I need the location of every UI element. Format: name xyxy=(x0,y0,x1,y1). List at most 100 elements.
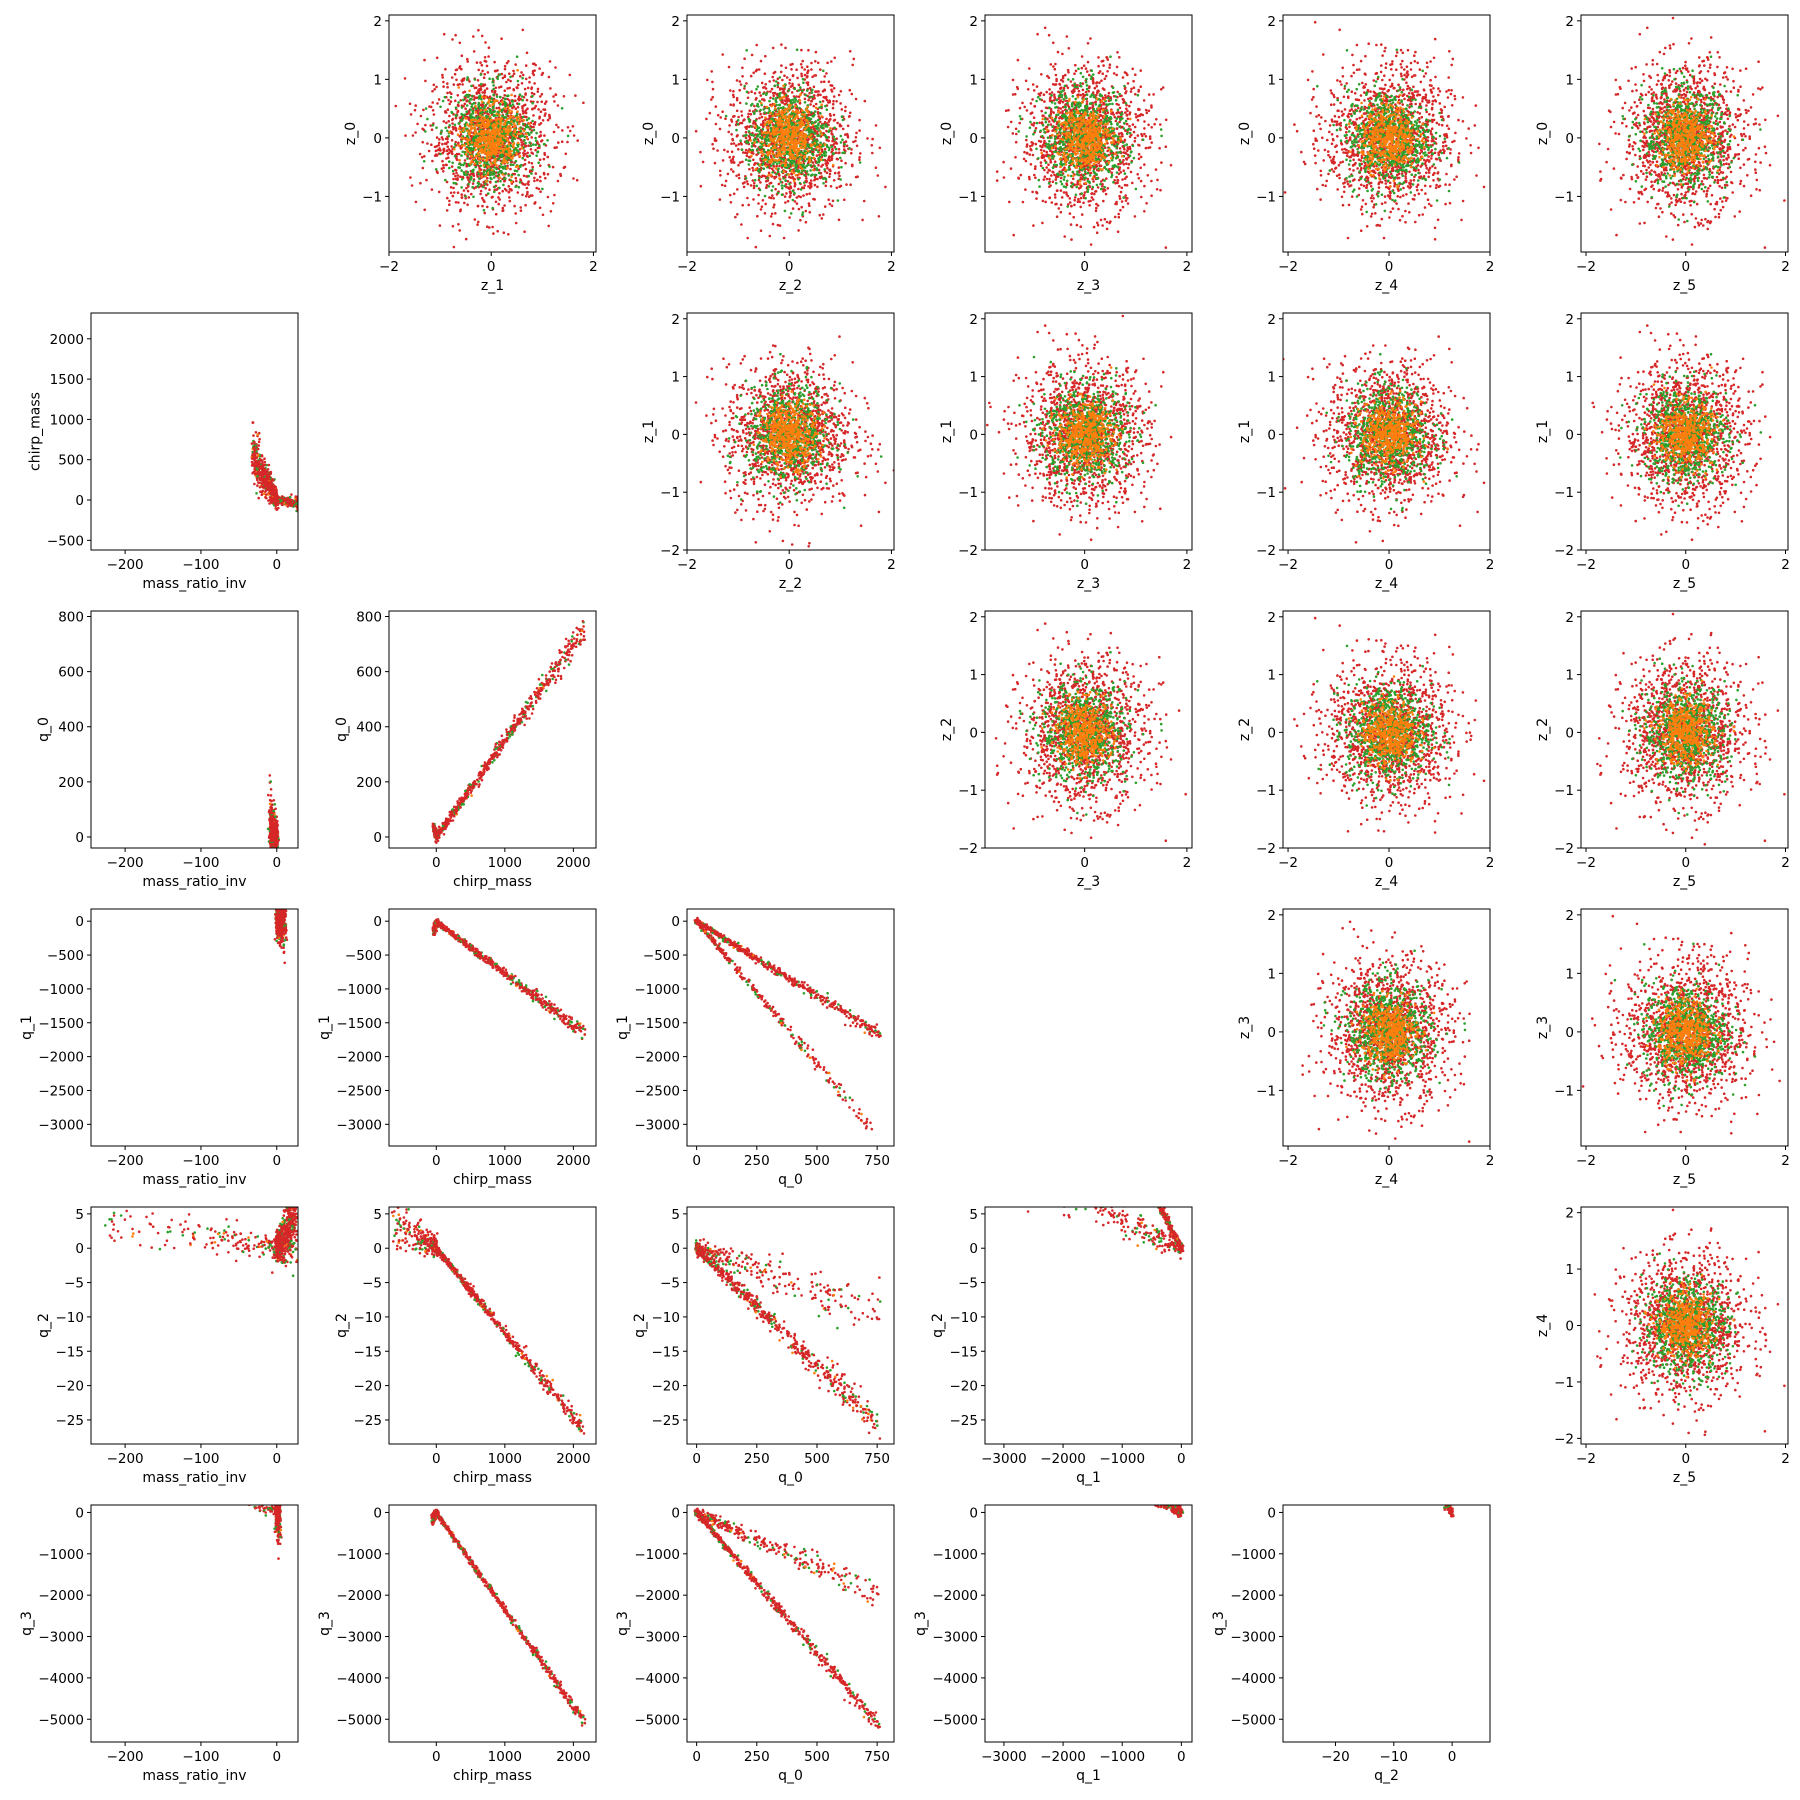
point-green xyxy=(804,101,807,104)
point-red xyxy=(1108,92,1111,95)
point-red xyxy=(450,100,453,103)
point-green xyxy=(813,165,816,168)
point-orange xyxy=(777,113,780,116)
point-green xyxy=(771,189,774,192)
point-green xyxy=(814,174,817,177)
point-orange xyxy=(513,122,516,125)
point-green xyxy=(848,147,851,150)
point-red xyxy=(736,134,739,137)
point-red xyxy=(502,207,505,210)
point-red xyxy=(532,114,535,117)
y-tick-label: 1 xyxy=(671,72,680,88)
point-red xyxy=(815,51,818,54)
point-orange xyxy=(516,133,519,136)
point-orange xyxy=(483,133,486,136)
point-red xyxy=(810,68,813,71)
point-green xyxy=(466,104,469,107)
point-red xyxy=(438,98,441,101)
point-red xyxy=(457,191,460,194)
point-red xyxy=(462,91,465,94)
point-orange xyxy=(475,155,478,158)
point-orange xyxy=(824,143,827,146)
point-orange xyxy=(491,103,494,106)
point-orange xyxy=(794,157,797,160)
point-green xyxy=(527,175,530,178)
point-green xyxy=(444,96,447,99)
point-orange xyxy=(774,137,777,140)
point-green xyxy=(833,127,836,130)
point-red xyxy=(479,193,482,196)
point-red xyxy=(414,104,417,107)
point-orange xyxy=(807,122,810,125)
point-red xyxy=(769,97,772,100)
point-red xyxy=(451,139,454,142)
point-orange xyxy=(792,130,795,133)
point-orange xyxy=(499,134,502,137)
point-red xyxy=(833,95,836,98)
point-red xyxy=(743,186,746,189)
y-tick-label: 2 xyxy=(373,14,382,30)
point-red xyxy=(838,175,841,178)
point-red xyxy=(436,57,439,60)
point-green xyxy=(509,76,512,79)
point-red xyxy=(717,114,720,117)
point-red xyxy=(488,46,491,49)
point-red xyxy=(752,169,755,172)
point-orange xyxy=(479,162,482,165)
point-green xyxy=(561,107,564,110)
point-red xyxy=(783,237,786,240)
point-red xyxy=(800,63,803,66)
point-green xyxy=(807,173,810,176)
point-red xyxy=(789,190,792,193)
point-red xyxy=(477,89,480,92)
point-green xyxy=(448,135,451,138)
point-red xyxy=(801,66,804,69)
point-red xyxy=(481,70,484,73)
point-red xyxy=(549,60,552,63)
point-red xyxy=(508,99,511,102)
point-red xyxy=(733,142,736,145)
point-orange xyxy=(504,159,507,162)
point-red xyxy=(792,75,795,78)
point-red xyxy=(509,188,512,191)
point-red xyxy=(433,88,436,91)
point-red xyxy=(547,119,550,122)
point-red xyxy=(505,81,508,84)
point-orange xyxy=(495,150,498,153)
point-orange xyxy=(478,124,481,127)
point-green xyxy=(463,171,466,174)
point-orange xyxy=(795,174,798,177)
point-green xyxy=(444,127,447,130)
point-red xyxy=(765,186,768,189)
point-red xyxy=(802,194,805,197)
point-red xyxy=(849,112,852,115)
point-green xyxy=(800,151,803,154)
point-red xyxy=(544,177,547,180)
point-red xyxy=(817,115,820,118)
point-green xyxy=(835,148,838,151)
point-orange xyxy=(781,135,784,138)
point-red xyxy=(831,205,834,208)
point-red xyxy=(800,206,803,209)
point-orange xyxy=(505,120,508,123)
point-red xyxy=(455,79,458,82)
point-red xyxy=(520,141,523,144)
point-green xyxy=(432,124,435,127)
point-orange xyxy=(448,131,451,134)
point-red xyxy=(741,204,744,207)
point-green xyxy=(745,134,748,137)
point-green xyxy=(802,211,805,214)
point-green xyxy=(495,168,498,171)
point-red xyxy=(830,60,833,63)
point-green xyxy=(816,135,819,138)
point-green xyxy=(780,181,783,184)
point-red xyxy=(738,143,741,146)
point-red xyxy=(547,196,550,199)
point-green xyxy=(454,155,457,158)
point-orange xyxy=(801,109,804,112)
point-orange xyxy=(499,123,502,126)
point-orange xyxy=(483,130,486,133)
point-red xyxy=(452,178,455,181)
point-red xyxy=(830,185,833,188)
point-red xyxy=(451,153,454,156)
